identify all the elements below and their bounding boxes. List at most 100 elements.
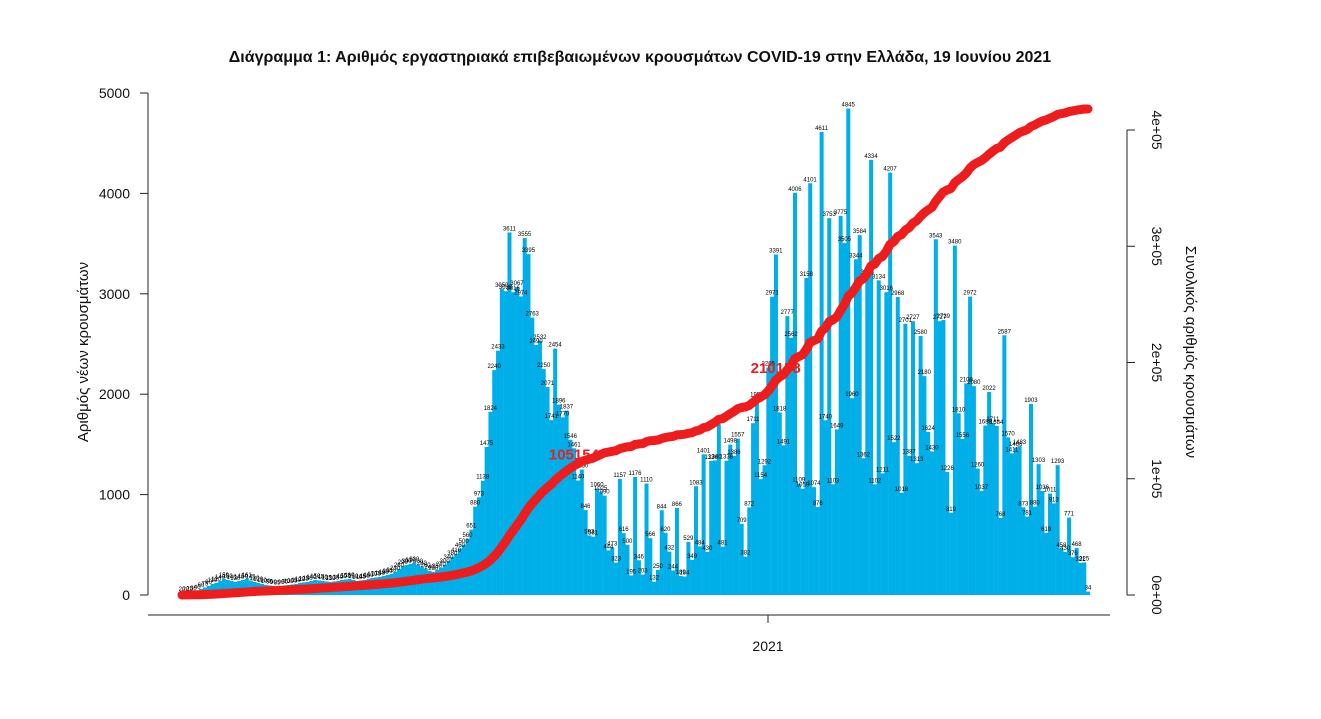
bar-value-label: 95	[266, 579, 273, 585]
bar-value-label: 2777	[781, 310, 795, 316]
bar-value-label: 3584	[853, 229, 867, 235]
bar-value-label: 132	[649, 576, 660, 582]
bar-value-label: 382	[740, 551, 751, 557]
x-tick-label: 2021	[752, 638, 783, 654]
case-bar	[1006, 437, 1011, 595]
case-bar	[815, 507, 820, 595]
bar-value-label: 2562	[784, 332, 798, 338]
bar-value-label: 140	[215, 575, 226, 581]
case-bar	[720, 546, 725, 595]
bar-value-label: 135	[322, 575, 333, 581]
case-bar	[956, 413, 961, 595]
bar-value-label: 1260	[971, 462, 985, 468]
case-bar	[572, 448, 577, 595]
case-bar	[1078, 562, 1083, 595]
bar-value-label: 280	[417, 561, 428, 567]
case-bar	[610, 547, 615, 595]
y2-tick-label: 3e+05	[1149, 227, 1165, 267]
case-bar	[914, 463, 919, 595]
case-bar	[237, 580, 242, 595]
case-bar	[777, 412, 782, 595]
bar-value-label: 2022	[982, 386, 996, 392]
case-bar	[1021, 507, 1026, 595]
case-bar	[1063, 551, 1068, 595]
case-bar	[214, 582, 219, 595]
bar-value-label: 90	[270, 580, 277, 586]
daily-cases-bars	[180, 108, 1091, 596]
bar-value-label: 1386	[727, 450, 741, 456]
case-bar	[682, 576, 687, 595]
y-tick-label: 3000	[99, 286, 130, 302]
bar-value-label: 1336	[704, 455, 718, 461]
case-bar	[560, 417, 565, 595]
bar-value-label: 1483	[1013, 440, 1027, 446]
bar-value-label: 1083	[689, 480, 703, 486]
y2-axis-label: Συνολικός αριθμός κρουσμάτων	[1182, 246, 1199, 458]
case-bar	[694, 486, 699, 595]
bar-value-label: 290	[398, 560, 409, 566]
y-tick-label: 5000	[99, 85, 130, 101]
bar-value-label: 876	[813, 501, 824, 507]
bar-value-label: 160	[364, 573, 375, 579]
case-bar	[838, 215, 843, 596]
case-bar	[606, 550, 611, 595]
case-bar	[796, 483, 801, 595]
bar-value-label: 260	[394, 563, 405, 569]
case-bar	[674, 508, 679, 595]
bar-value-label: 1313	[910, 457, 924, 463]
case-bar	[842, 243, 847, 595]
bar-value-label: 300	[402, 559, 413, 565]
bar-value-label: 1059	[796, 483, 810, 489]
case-bar	[229, 580, 234, 595]
bar-value-label: 1522	[887, 436, 901, 442]
bar-value-label: 990	[600, 490, 611, 496]
case-bar	[465, 538, 470, 595]
case-bar	[876, 280, 881, 595]
bar-value-label: 150	[310, 574, 321, 580]
case-bar	[724, 460, 729, 595]
bar-value-label: 110	[208, 578, 218, 584]
bar-value-label: 2701	[899, 318, 913, 324]
case-bar	[888, 172, 893, 596]
bar-value-label: 321	[1075, 557, 1086, 563]
bar-value-label: 1649	[830, 423, 844, 429]
case-bar	[987, 391, 992, 595]
bar-value-label: 1226	[940, 466, 954, 472]
bar-value-label: 2433	[491, 345, 505, 351]
bar-value-label: 3753	[822, 212, 836, 218]
bar-value-label: 145	[314, 574, 325, 580]
bar-value-label: 913	[1049, 497, 1060, 503]
case-bar	[598, 492, 603, 595]
case-bar	[526, 254, 531, 595]
case-bar	[644, 483, 649, 595]
case-bar	[743, 556, 748, 595]
case-bar	[435, 569, 440, 595]
bar-value-label: 3016	[880, 286, 894, 292]
bar-value-label: 3391	[769, 249, 783, 255]
bar-value-label: 1140	[571, 475, 585, 481]
bar-value-label: 200	[383, 569, 394, 575]
cumulative-cases-line	[177, 104, 1093, 600]
bar-value-label: 140	[318, 575, 329, 581]
y-tick-label: 1000	[99, 487, 130, 503]
case-bar	[1025, 516, 1030, 595]
bar-value-label: 560	[462, 533, 473, 539]
case-bar	[922, 376, 927, 595]
bar-value-label: 150	[337, 574, 348, 580]
bar-value-label: 380	[447, 551, 458, 557]
bar-value-label: 150	[238, 574, 249, 580]
bar-value-label: 1461	[567, 442, 581, 448]
bar-value-label: 4611	[815, 126, 829, 132]
bar-value-label: 444	[603, 544, 614, 550]
bar-value-label: 500	[622, 539, 633, 545]
bar-value-label: 1060	[590, 483, 604, 489]
case-bar	[659, 510, 664, 595]
y2-ticks: 0e+00 1e+05 2e+05 3e+05 4e+05	[1127, 110, 1165, 615]
bar-value-label: 1036	[1036, 485, 1050, 491]
bar-value-label: 150	[223, 574, 234, 580]
case-bar	[728, 444, 733, 595]
bar-value-label: 140	[306, 575, 317, 581]
bar-value-label: 125	[299, 576, 310, 582]
case-bar	[747, 507, 752, 595]
case-bar	[705, 551, 710, 595]
